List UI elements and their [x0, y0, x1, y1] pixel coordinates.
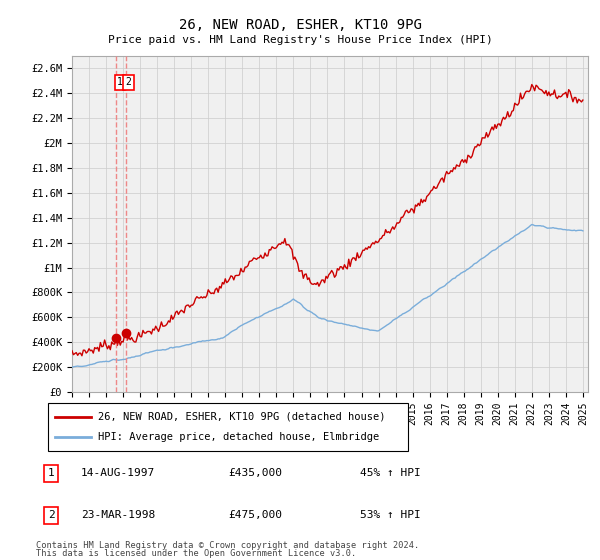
Text: 1: 1 [47, 468, 55, 478]
Text: Price paid vs. HM Land Registry's House Price Index (HPI): Price paid vs. HM Land Registry's House … [107, 35, 493, 45]
Text: 26, NEW ROAD, ESHER, KT10 9PG (detached house): 26, NEW ROAD, ESHER, KT10 9PG (detached … [98, 412, 386, 422]
Text: Contains HM Land Registry data © Crown copyright and database right 2024.: Contains HM Land Registry data © Crown c… [36, 541, 419, 550]
Text: 23-MAR-1998: 23-MAR-1998 [81, 510, 155, 520]
Text: 45% ↑ HPI: 45% ↑ HPI [360, 468, 421, 478]
Text: £435,000: £435,000 [228, 468, 282, 478]
Text: 26, NEW ROAD, ESHER, KT10 9PG: 26, NEW ROAD, ESHER, KT10 9PG [179, 18, 421, 32]
Text: This data is licensed under the Open Government Licence v3.0.: This data is licensed under the Open Gov… [36, 549, 356, 558]
Text: 53% ↑ HPI: 53% ↑ HPI [360, 510, 421, 520]
FancyBboxPatch shape [48, 403, 408, 451]
Text: HPI: Average price, detached house, Elmbridge: HPI: Average price, detached house, Elmb… [98, 432, 380, 442]
Text: 1: 1 [117, 77, 123, 87]
Text: £475,000: £475,000 [228, 510, 282, 520]
Text: 2: 2 [125, 77, 131, 87]
Text: 14-AUG-1997: 14-AUG-1997 [81, 468, 155, 478]
Text: 2: 2 [47, 510, 55, 520]
